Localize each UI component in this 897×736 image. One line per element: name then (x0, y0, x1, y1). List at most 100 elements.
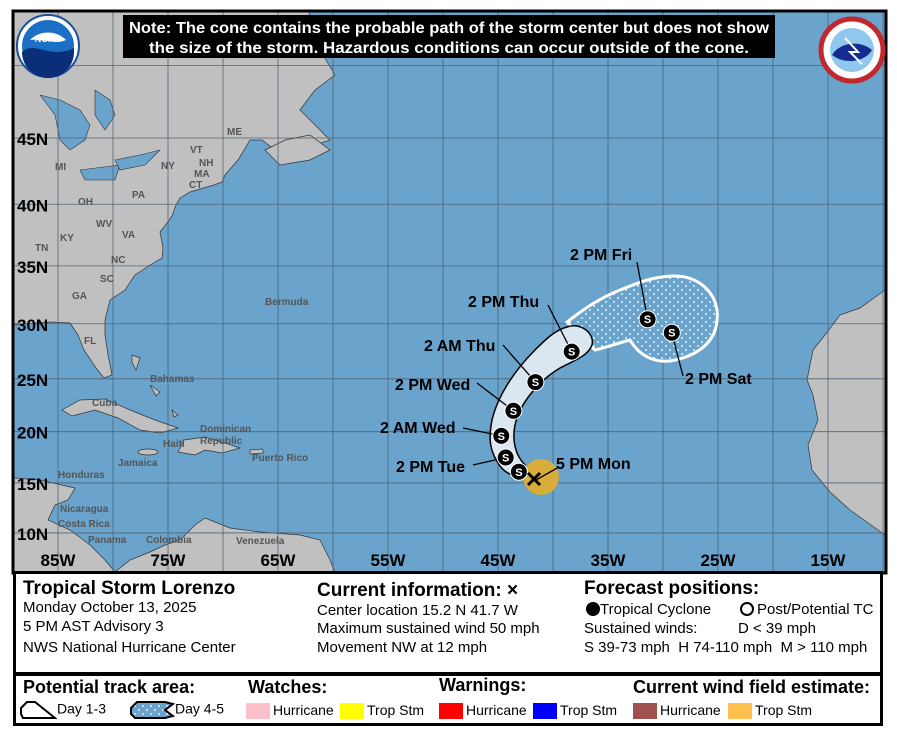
latitude-label: 30N (17, 316, 48, 335)
forecast-point-marker (562, 342, 581, 361)
forecast-point-marker (509, 462, 528, 481)
forecast-point-tropical-storm: S (492, 426, 511, 445)
legend-watch-hurricane: Hurricane (246, 702, 334, 720)
note-line2: the size of the storm. Hazardous conditi… (149, 40, 749, 57)
latitude-label: 45N (17, 130, 48, 149)
swatch (340, 703, 364, 720)
longitude-label: 35W (591, 551, 627, 570)
place-label: VA (122, 230, 135, 241)
place-label: CT (189, 180, 202, 191)
place-label: GA (72, 291, 87, 302)
legend-label: Hurricane (660, 702, 721, 718)
north-america (14, 12, 336, 379)
forecast-time-label: 2 PM Fri (570, 247, 632, 264)
place-label: Puerto Rico (252, 453, 308, 464)
cone-day-1-3-icon (20, 701, 58, 719)
forecast-point-tropical-storm: S (662, 323, 681, 342)
storm-type-letter: S (510, 406, 517, 418)
storm-hurricane-winds: S 39-73 mph H 74-110 mph M > 110 mph (584, 639, 868, 656)
place-label: MI (55, 162, 66, 173)
advisory-date: Monday October 13, 2025 (23, 599, 197, 616)
place-label: Honduras (58, 470, 105, 481)
legend-wind-ts: Trop Stm (728, 702, 813, 720)
forecast-time-label: 2 PM Sat (685, 371, 752, 388)
place-label: Republic (200, 436, 243, 447)
forecast-point-marker (496, 448, 515, 467)
legend-tropical-cyclone: Tropical Cyclone (586, 601, 711, 618)
place-label: Bahamas (150, 374, 195, 385)
storm-type-letter: S (644, 314, 651, 326)
longitude-label: 85W (41, 551, 77, 570)
swatch (439, 703, 463, 720)
legend-label: Hurricane (466, 702, 527, 718)
great-lakes (39, 89, 161, 181)
place-label: NH (199, 158, 213, 169)
forecast-point-tropical-storm: S (638, 310, 657, 329)
cuba (61, 398, 180, 434)
label-leader-line (636, 261, 649, 320)
land (14, 12, 885, 572)
storm-type-letter: S (498, 431, 505, 443)
swatch (633, 703, 657, 720)
place-label: TN (35, 243, 48, 254)
forecast-point-marker (638, 310, 657, 329)
forecast-point-tropical-storm: S (504, 401, 523, 420)
place-label: NC (111, 255, 125, 266)
place-label: KY (60, 233, 74, 244)
place-label: ME (227, 127, 242, 138)
current-position-x-icon (526, 471, 542, 487)
africa (806, 289, 885, 536)
latitude-label: 40N (17, 196, 48, 215)
place-label: PA (132, 190, 145, 201)
forecast-time-label: 2 AM Wed (380, 420, 456, 437)
note-box (123, 15, 775, 58)
storm-type-letter: S (502, 452, 509, 464)
storm-type-letter: S (532, 377, 539, 389)
forecast-time-label: 2 PM Thu (468, 294, 539, 311)
place-label: WV (96, 219, 112, 230)
advisory-number: 5 PM AST Advisory 3 (23, 618, 164, 635)
nws-logo (818, 16, 886, 84)
cone-day-4-5-icon (130, 701, 176, 719)
legend-post-tc: Post/Potential TC (740, 601, 873, 618)
forecast-point-marker (526, 373, 545, 392)
latitude-label: 35N (17, 258, 48, 277)
watches-title: Watches: (248, 677, 328, 697)
place-label: FL (84, 336, 96, 347)
open-circle-icon (740, 602, 754, 616)
place-label: Nicaragua (60, 504, 109, 515)
movement: Movement NW at 12 mph (317, 639, 488, 656)
legend-day-1-3: Day 1-3 (19, 700, 106, 720)
day-1-3-label: Day 1-3 (57, 700, 107, 717)
puerto-rico (249, 448, 265, 455)
noaa-text: NOAA (35, 34, 62, 44)
day-4-5-label: Day 4-5 (175, 700, 225, 717)
forecast-positions-title: Forecast positions: (584, 578, 760, 599)
track-area-title: Potential track area: (23, 677, 196, 697)
place-label: Haiti (163, 439, 185, 450)
swatch (246, 703, 270, 720)
nova-scotia (264, 134, 331, 166)
storm-type-letter: S (568, 347, 575, 359)
forecast-time-label: 2 AM Thu (424, 338, 495, 355)
place-label: Panama (88, 535, 127, 546)
place-label: VT (190, 145, 203, 156)
longitude-label: 25W (701, 551, 737, 570)
place-label: Bermuda (265, 297, 309, 308)
place-labels: Bermuda Bahamas Cuba Jamaica DominicanRepubl… (35, 127, 309, 547)
swatch (533, 703, 557, 720)
hispaniola (177, 436, 242, 456)
noaa-logo: NOAA (16, 14, 80, 78)
info-panel: Tropical Storm Lorenzo Monday October 13… (13, 571, 883, 675)
legend-wind-hurricane: Hurricane (633, 702, 721, 720)
legend-label: Trop Stm (755, 702, 813, 718)
south-america (114, 517, 336, 572)
legend-day-4-5: Day 4-5 (129, 700, 224, 720)
forecast-point-tropical-storm: S (496, 448, 515, 467)
longitude-label: 55W (371, 551, 407, 570)
place-label: Venezuela (236, 536, 285, 547)
forecast-time-label: 2 PM Tue (396, 459, 465, 476)
latitude-label: 20N (17, 424, 48, 443)
graticule (14, 12, 885, 572)
